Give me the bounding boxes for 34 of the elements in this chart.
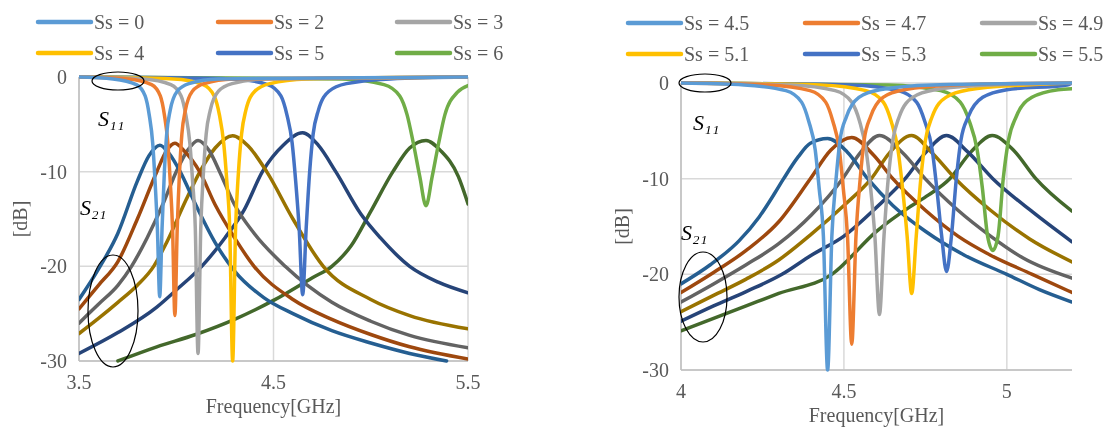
legend-label: Ss = 4.9 <box>1038 12 1104 34</box>
legend-label: Ss = 5.1 <box>684 43 750 65</box>
annotation: S₂₁ <box>681 220 708 245</box>
x-tick-label: 5.5 <box>455 371 481 393</box>
annotation: S₂₁ <box>80 195 107 220</box>
y-tick-label: 0 <box>659 72 669 94</box>
y-axis-title: [dB] <box>9 200 31 238</box>
legend-label: Ss = 2 <box>274 11 325 33</box>
y-tick-label: -30 <box>642 359 669 381</box>
x-tick-label: 3.5 <box>66 371 92 393</box>
x-axis-title: Frequency[GHz] <box>205 395 342 418</box>
y-tick-label: 0 <box>57 66 67 88</box>
legend-label: Ss = 5.3 <box>861 43 927 65</box>
legend-label: Ss = 5.5 <box>1038 43 1104 65</box>
legend-label: Ss = 4 <box>94 42 145 64</box>
annotation: S₁₁ <box>98 106 125 131</box>
legend-label: Ss = 0 <box>94 11 145 33</box>
legend-label: Ss = 3 <box>453 11 504 33</box>
x-tick-label: 4 <box>676 380 686 402</box>
legend-label: Ss = 4.7 <box>861 12 927 34</box>
y-tick-label: -10 <box>40 160 67 183</box>
x-tick-label: 4.5 <box>261 371 286 393</box>
y-tick-label: -20 <box>642 263 669 286</box>
legend-label: Ss = 4.5 <box>684 12 750 34</box>
y-axis-title: [dB] <box>611 208 633 245</box>
annotation: S₁₁ <box>693 110 720 135</box>
y-tick-label: -30 <box>40 350 67 372</box>
x-axis-title: Frequency[GHz] <box>808 404 945 427</box>
x-tick-label: 4.5 <box>831 380 857 402</box>
y-tick-label: -10 <box>642 167 669 190</box>
x-tick-label: 5 <box>1001 380 1012 402</box>
y-tick-label: -20 <box>40 255 67 278</box>
legend-label: Ss = 5 <box>274 42 325 64</box>
legend-label: Ss = 6 <box>453 42 504 64</box>
